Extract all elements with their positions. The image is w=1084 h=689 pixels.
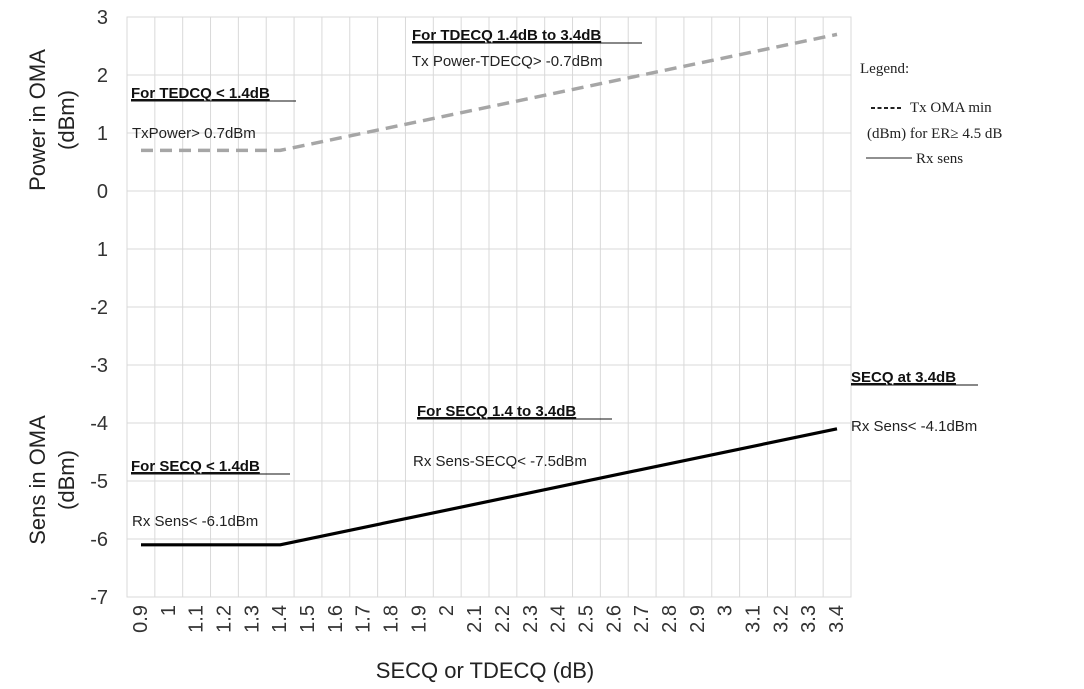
x-tick-label: 3.3: [798, 605, 820, 633]
x-tick-label: 2.8: [659, 605, 681, 633]
x-tick-label: 2.5: [575, 605, 597, 633]
x-tick-label: 1: [158, 605, 180, 616]
y-tick-label: -4: [90, 413, 108, 435]
x-tick-label: 1.1: [186, 605, 208, 633]
x-tick-label: 2.1: [464, 605, 486, 633]
y-tick-label: 2: [97, 65, 108, 87]
annotation-tx-low-body: TxPower> 0.7dBm: [132, 125, 256, 142]
x-tick-labels: 0.9 1 1.1 1.2 1.3 1.4 1.5 1.6 1.7 1.8 1.9 2 2.1 2.2 2.…: [130, 605, 848, 633]
annotation-tx-mid-head: For TDECQ 1.4dB to 3.4dB: [412, 27, 601, 44]
x-tick-label: 1.3: [241, 605, 263, 633]
x-tick-label: 2: [436, 605, 458, 616]
y-tick-label: -3: [90, 355, 108, 377]
tx-oma-min-line: [141, 32, 838, 153]
rx-sens-line: [141, 427, 838, 547]
x-tick-label: 3: [715, 605, 737, 616]
plot-border: [126, 16, 852, 598]
x-tick-label: 2.7: [631, 605, 653, 633]
annotation-tx-mid-body: Tx Power-TDECQ> -0.7dBm: [412, 53, 602, 70]
legend-title: Legend:: [860, 61, 909, 77]
annotation-rx-mid-head: For SECQ 1.4 to 3.4dB: [417, 403, 576, 420]
y-tick-label: -2: [90, 297, 108, 319]
legend-dashed-label-line2-a: (dBm) for ER: [867, 126, 950, 142]
annotation-rx-mid-body: Rx Sens-SECQ< -7.5dBm: [413, 453, 587, 470]
y-axis-title-bottom-line2: (dBm): [54, 450, 79, 510]
x-tick-label: 1.8: [381, 605, 403, 633]
x-tick-label: 1.4: [269, 605, 291, 633]
x-tick-label: 0.9: [130, 605, 152, 633]
plot-frame: [126, 16, 852, 598]
x-tick-label: 1.5: [297, 605, 319, 633]
legend-dashed-label-line1: Tx OMA min: [910, 100, 992, 116]
legend-solid-label: Rx sens: [916, 151, 963, 167]
grid: [127, 16, 851, 598]
x-tick-label: 2.3: [520, 605, 542, 633]
y-tick-label: 1: [97, 123, 108, 145]
x-tick-label: 1.9: [408, 605, 430, 633]
y-axis-title-bottom-line1: Sens in OMA: [25, 415, 50, 545]
y-tick-labels: 3 2 1 0 1 -2 -3 -4 -5 -6 -7: [90, 7, 108, 609]
y-tick-label: -6: [90, 529, 108, 551]
y-tick-label: 1: [97, 239, 108, 261]
y-tick-label: -7: [90, 587, 108, 609]
y-tick-label: 3: [97, 7, 108, 29]
series-lines: [141, 32, 838, 547]
legend-dashed-label-line2: (dBm) for ER≥ 4.5 dB: [867, 126, 1002, 142]
x-axis-title: SECQ or TDECQ (dB): [376, 658, 594, 683]
x-tick-label: 1.6: [325, 605, 347, 633]
legend-dashed-label-line2-c: 4.5 dB: [959, 126, 1003, 142]
legend: Legend: Tx OMA min (dBm) for ER≥ 4.5 dB …: [860, 61, 1002, 167]
legend-dashed-label-ge: ≥: [950, 126, 958, 142]
annotation-tx-low-head: For TEDCQ < 1.4dB: [131, 85, 270, 102]
x-tick-label: 3.1: [742, 605, 764, 633]
y-axis-title-top-line2: (dBm): [54, 90, 79, 150]
annotation-rx-end-body: Rx Sens< -4.1dBm: [851, 418, 977, 435]
y-tick-label: 0: [97, 181, 108, 203]
annotation-rx-low-head: For SECQ < 1.4dB: [131, 458, 260, 475]
x-tick-label: 2.2: [492, 605, 514, 633]
y-axis-title-top-line1: Power in OMA: [25, 49, 50, 191]
annotation-rx-low-body: Rx Sens< -6.1dBm: [132, 513, 258, 530]
x-tick-label: 1.2: [214, 605, 236, 633]
y-tick-label: -5: [90, 471, 108, 493]
x-tick-label: 1.7: [353, 605, 375, 633]
annotation-rx-end-head: SECQ at 3.4dB: [851, 369, 956, 386]
x-tick-label: 2.4: [548, 605, 570, 633]
x-tick-label: 3.4: [826, 605, 848, 633]
x-tick-label: 2.6: [603, 605, 625, 633]
x-tick-label: 3.2: [770, 605, 792, 633]
x-tick-label: 2.9: [687, 605, 709, 633]
